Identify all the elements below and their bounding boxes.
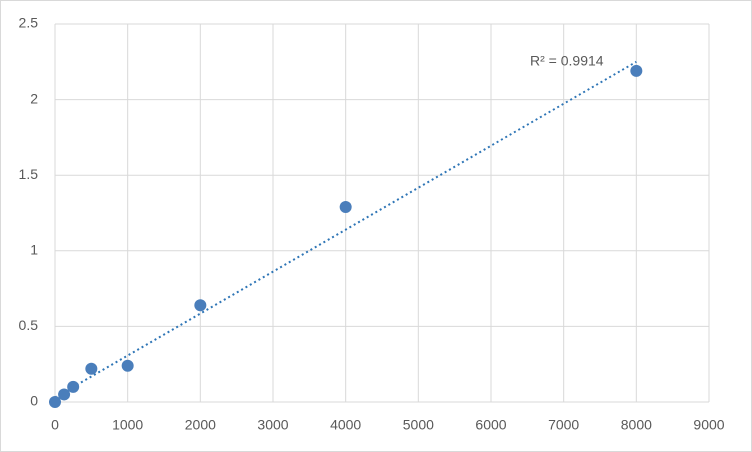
y-tick-label: 0.5: [19, 317, 39, 333]
data-point: [85, 362, 98, 375]
y-tick-label: 0: [30, 393, 38, 409]
y-tick-label: 1: [30, 242, 38, 258]
x-tick-label: 8000: [621, 417, 652, 433]
x-tick-label: 6000: [475, 417, 506, 433]
data-point: [49, 396, 61, 408]
trendline-annotation: R² = 0.9914: [530, 53, 604, 69]
x-tick-label: 2000: [185, 417, 216, 433]
x-tick-label: 5000: [403, 417, 434, 433]
x-tick-label: 7000: [548, 417, 579, 433]
trendline: [54, 60, 637, 399]
y-tick-label: 2: [30, 90, 38, 106]
data-point: [58, 388, 71, 401]
x-tick-label: 1000: [112, 417, 143, 433]
data-point: [194, 299, 207, 312]
y-tick-label: 1.5: [19, 166, 39, 182]
x-tick-label: 9000: [693, 417, 724, 433]
data-point: [67, 380, 80, 393]
x-tick-label: 3000: [257, 417, 288, 433]
data-point: [339, 200, 352, 213]
x-tick-label: 0: [51, 417, 59, 433]
data-point: [121, 359, 134, 372]
x-tick-label: 4000: [330, 417, 361, 433]
data-point: [630, 64, 643, 77]
y-tick-label: 2.5: [19, 15, 39, 31]
